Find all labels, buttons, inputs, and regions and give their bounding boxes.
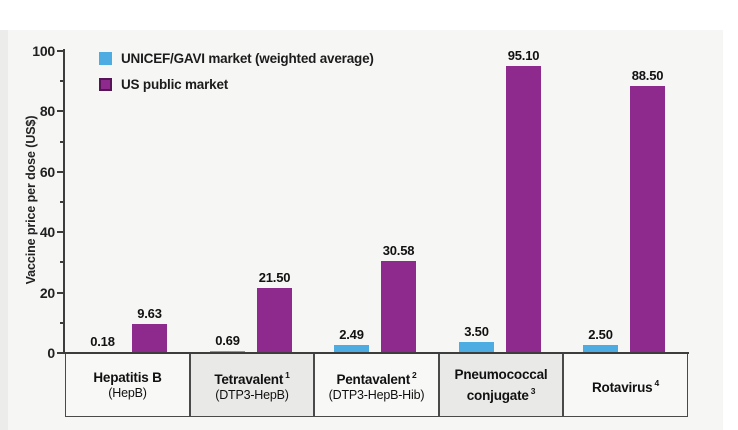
category-label: Rotavirus 4 [592, 377, 659, 395]
bar-value-label: 0.69 [215, 333, 240, 348]
category-box: Pentavalent 2 (DTP3-HepB-Hib) [314, 353, 439, 417]
bar-value-label: 30.58 [382, 243, 415, 258]
legend-swatch-unicef-gavi [99, 52, 112, 65]
category-footnote-marker: 2 [412, 370, 417, 380]
y-tick-label: 40 [39, 224, 55, 240]
y-axis-line [63, 49, 65, 354]
y-tick [57, 292, 63, 294]
bar [630, 86, 665, 353]
y-axis-title: Vaccine price per dose (US$) [24, 115, 38, 285]
y-tick-label: 0 [47, 345, 55, 361]
y-minor-tick [60, 322, 63, 324]
bar-value-label: 2.49 [339, 327, 364, 342]
category-footnote-marker: 1 [285, 370, 290, 380]
x-axis-line [63, 352, 689, 354]
legend: UNICEF/GAVI market (weighted average) US… [99, 51, 374, 103]
bar [506, 66, 541, 353]
category-label: Hepatitis B [93, 369, 162, 385]
legend-item-unicef-gavi: UNICEF/GAVI market (weighted average) [99, 51, 374, 66]
legend-label-unicef-gavi: UNICEF/GAVI market (weighted average) [121, 51, 374, 66]
category-label: Pneumococcal conjugate 3 [454, 366, 548, 403]
bar [583, 345, 618, 353]
bar [334, 345, 369, 353]
legend-swatch-us-public [99, 78, 112, 91]
y-tick [57, 50, 63, 52]
bar-value-label: 0.18 [90, 334, 115, 349]
category-box: Pneumococcal conjugate 3 [439, 353, 563, 417]
legend-label-us-public: US public market [121, 77, 229, 92]
legend-item-us-public: US public market [99, 77, 374, 92]
y-tick [57, 110, 63, 112]
y-tick-label: 20 [39, 285, 55, 301]
y-minor-tick [60, 261, 63, 263]
bar-value-label: 95.10 [507, 48, 540, 63]
y-minor-tick [60, 201, 63, 203]
y-tick-label: 100 [32, 43, 55, 59]
bar [257, 288, 292, 353]
bar-value-label: 2.50 [588, 327, 613, 342]
bar [459, 342, 494, 353]
bar-value-label: 3.50 [464, 324, 489, 339]
y-minor-tick [60, 80, 63, 82]
y-tick [57, 352, 63, 354]
y-tick-label: 80 [39, 103, 55, 119]
category-sublabel: (HepB) [108, 385, 147, 400]
category-box: Tetravalent 1 (DTP3-HepB) [190, 353, 314, 417]
figure-panel-left-edge [0, 30, 8, 430]
category-footnote-marker: 3 [530, 385, 536, 396]
bar [381, 261, 416, 353]
bar-value-label: 9.63 [137, 306, 162, 321]
category-sublabel: (DTP3-HepB-Hib) [328, 388, 425, 402]
category-label: Pentavalent 2 [336, 370, 417, 387]
y-tick-label: 60 [39, 164, 55, 180]
category-footnote-marker: 4 [654, 377, 659, 388]
y-tick [57, 171, 63, 173]
y-minor-tick [60, 141, 63, 143]
bar-value-label: 21.50 [258, 270, 291, 285]
bar-value-label: 88.50 [631, 68, 664, 83]
category-box: Rotavirus 4 [563, 353, 688, 417]
y-tick [57, 231, 63, 233]
bar [132, 324, 167, 353]
category-sublabel: (DTP3-HepB) [215, 388, 289, 402]
category-box: Hepatitis B (HepB) [65, 353, 190, 417]
category-label: Tetravalent 1 [214, 370, 290, 387]
